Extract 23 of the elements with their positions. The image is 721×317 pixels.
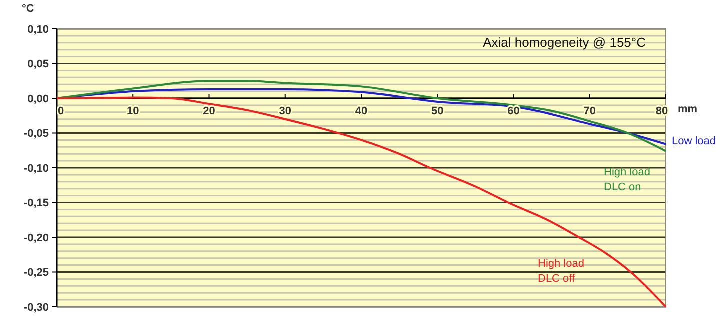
series-label: High load DLC off	[538, 258, 584, 285]
y-tick-label: -0,20	[24, 232, 49, 244]
x-axis-title: mm	[678, 104, 698, 116]
text: Axial homogeneity @ 155°C	[483, 35, 646, 50]
x-tick-label: 60	[508, 106, 520, 118]
y-tick-label: -0,05	[24, 128, 49, 140]
x-tick-label: 50	[432, 106, 444, 118]
x-tick-label: 40	[355, 106, 368, 118]
y-tick-label: -0,30	[24, 302, 49, 314]
x-tick-label: 70	[584, 106, 596, 118]
y-tick-label: 0,10	[28, 24, 49, 36]
series-label: High load DLC on	[604, 166, 650, 194]
y-axis-title: °C	[22, 3, 34, 15]
series-label: Low load	[672, 135, 716, 148]
y-tick-label: -0,25	[24, 267, 49, 280]
y-tick-label: 0,05	[28, 58, 49, 71]
x-tick-label: 10	[127, 106, 140, 118]
x-tick-label: 20	[203, 106, 216, 118]
x-tick-label: 0	[58, 106, 64, 118]
x-tick-label: 30	[279, 106, 292, 118]
y-tick-label: -0,15	[24, 198, 49, 210]
y-tick-label: -0,10	[24, 162, 49, 175]
y-tick-label: 0,00	[28, 93, 49, 106]
